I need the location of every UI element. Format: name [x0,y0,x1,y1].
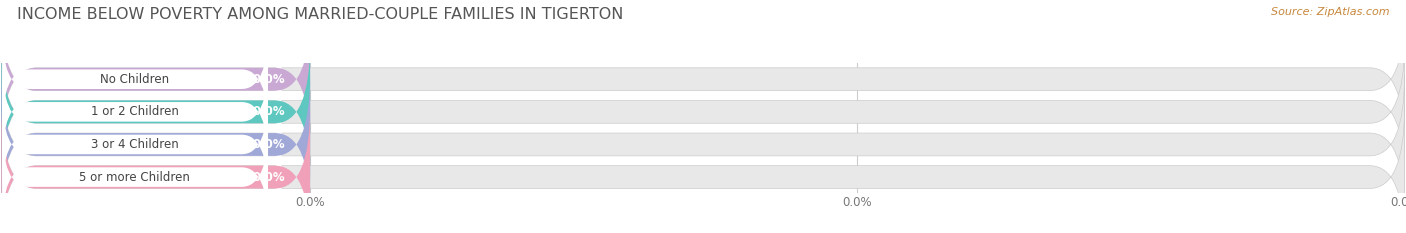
FancyBboxPatch shape [3,89,281,200]
FancyBboxPatch shape [3,56,281,168]
Text: 0.0%: 0.0% [252,171,285,184]
Text: 0.0%: 0.0% [252,105,285,118]
FancyBboxPatch shape [3,24,281,135]
Text: No Children: No Children [100,73,169,86]
FancyBboxPatch shape [1,28,269,130]
FancyBboxPatch shape [1,42,311,182]
FancyBboxPatch shape [1,9,311,149]
Text: 3 or 4 Children: 3 or 4 Children [91,138,179,151]
Text: 5 or more Children: 5 or more Children [79,171,190,184]
FancyBboxPatch shape [1,42,1405,182]
FancyBboxPatch shape [1,126,269,228]
Text: 0.0%: 0.0% [252,138,285,151]
FancyBboxPatch shape [1,61,269,163]
FancyBboxPatch shape [1,93,269,196]
Text: 1 or 2 Children: 1 or 2 Children [91,105,179,118]
FancyBboxPatch shape [1,9,1405,149]
Text: 0.0%: 0.0% [252,73,285,86]
FancyBboxPatch shape [1,107,1405,233]
FancyBboxPatch shape [3,121,281,233]
FancyBboxPatch shape [1,74,1405,215]
Text: Source: ZipAtlas.com: Source: ZipAtlas.com [1271,7,1389,17]
FancyBboxPatch shape [1,107,311,233]
Text: INCOME BELOW POVERTY AMONG MARRIED-COUPLE FAMILIES IN TIGERTON: INCOME BELOW POVERTY AMONG MARRIED-COUPL… [17,7,623,22]
FancyBboxPatch shape [1,74,311,215]
